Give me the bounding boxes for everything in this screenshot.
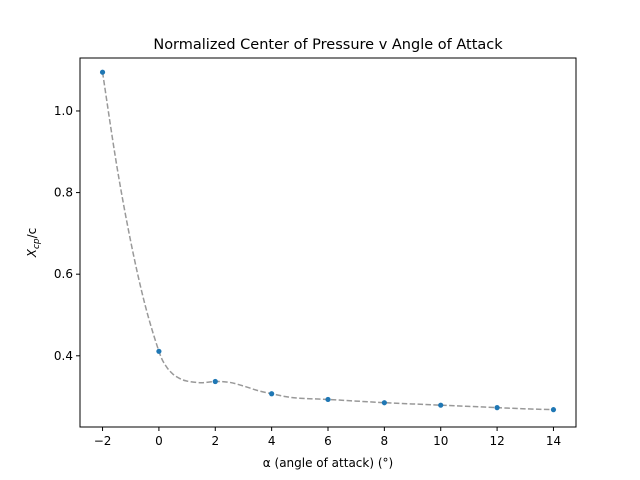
data-point [494, 405, 500, 411]
x-axis: −2 0 2 4 6 8 10 12 14 [94, 427, 561, 448]
x-tick-label: 12 [489, 434, 504, 448]
y-tick-label: 0.6 [54, 267, 73, 281]
x-tick-label: −2 [94, 434, 112, 448]
x-axis-label: α (angle of attack) (°) [263, 456, 393, 470]
x-tick-label: 10 [433, 434, 448, 448]
y-axis-label: Xcp/c [25, 228, 42, 259]
series-line-interpolated [101, 72, 554, 411]
data-point [438, 402, 444, 408]
y-tick-label: 0.8 [54, 186, 73, 200]
y-axis-label-main: X [25, 248, 39, 258]
y-axis-label-subscript: cp [32, 238, 42, 249]
marker-layer [99, 69, 557, 413]
x-tick-label: 2 [211, 434, 219, 448]
x-tick-label: 0 [155, 434, 163, 448]
data-point [550, 407, 557, 413]
curve-layer [101, 72, 554, 411]
data-point [212, 378, 218, 385]
x-tick-label: 4 [268, 434, 276, 448]
x-tick-label: 14 [546, 434, 561, 448]
data-point [99, 69, 106, 75]
y-tick-label: 1.0 [54, 104, 73, 118]
y-axis: 0.4 0.6 0.8 1.0 [54, 104, 80, 363]
data-point [269, 391, 275, 397]
y-tick-label: 0.4 [54, 349, 73, 363]
data-point [156, 348, 162, 354]
x-tick-label: 8 [381, 434, 389, 448]
data-point [381, 400, 387, 406]
data-point [325, 396, 331, 403]
chart-title: Normalized Center of Pressure v Angle of… [153, 37, 503, 53]
y-axis-label-suffix: /c [25, 228, 39, 239]
x-tick-label: 6 [324, 434, 332, 448]
